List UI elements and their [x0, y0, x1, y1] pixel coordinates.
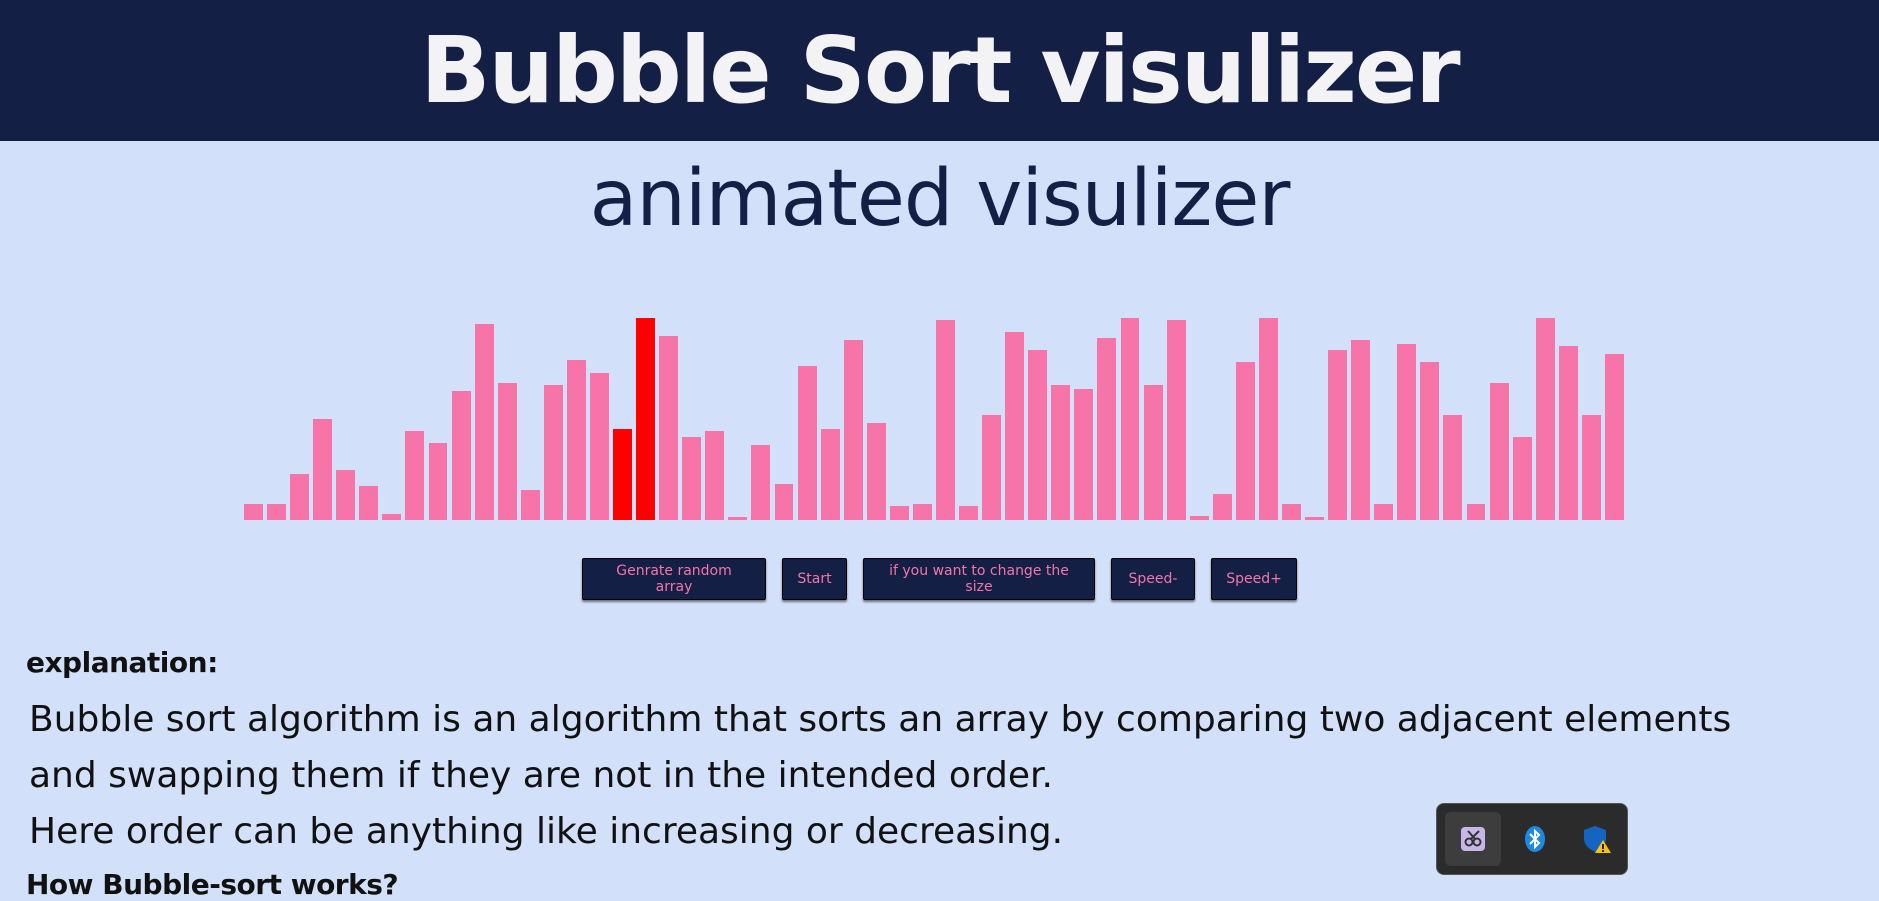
- page-subtitle: animated visulizer: [589, 154, 1291, 244]
- array-bar: [1282, 503, 1301, 520]
- array-bar: [313, 419, 333, 520]
- array-bar: [1005, 332, 1025, 520]
- array-bar: [267, 503, 286, 520]
- array-bar: [336, 469, 356, 520]
- array-bar: [728, 517, 748, 520]
- array-bar: [1535, 318, 1555, 520]
- array-bar: [1097, 338, 1117, 520]
- array-bar: [613, 429, 632, 520]
- array-bar: [244, 503, 263, 520]
- array-bar: [936, 320, 955, 520]
- array-bar: [982, 414, 1002, 520]
- array-bar: [751, 445, 771, 520]
- array-bar: [1074, 388, 1094, 520]
- array-bar: [474, 324, 494, 520]
- speed-down-button[interactable]: Speed-: [1111, 558, 1195, 600]
- bluetooth-icon[interactable]: [1507, 812, 1563, 866]
- explanation-line-2: and swapping them if they are not in the…: [29, 755, 1053, 796]
- explanation-heading: explanation:: [26, 646, 218, 679]
- array-bar: [1374, 503, 1394, 520]
- array-bar: [866, 423, 886, 520]
- array-bar: [451, 390, 471, 520]
- change-size-button[interactable]: if you want to change the size: [863, 558, 1095, 600]
- array-bar: [359, 485, 379, 520]
- explanation-line-1: Bubble sort algorithm is an algorithm th…: [29, 699, 1732, 740]
- array-bar: [382, 513, 402, 520]
- array-bar: [1143, 384, 1163, 520]
- array-bar: [1328, 350, 1348, 520]
- array-bar: [1120, 318, 1140, 520]
- array-bar: [1512, 437, 1532, 520]
- generate-random-array-button[interactable]: Genrate random array: [582, 558, 766, 600]
- array-bar: [843, 340, 863, 520]
- array-bar: [1420, 362, 1440, 520]
- array-bar: [1258, 318, 1278, 520]
- explanation-line-3: Here order can be anything like increasi…: [29, 811, 1064, 852]
- array-bar: [705, 431, 725, 520]
- explanation-text: Bubble sort algorithm is an algorithm th…: [29, 692, 1869, 860]
- array-bar: [290, 473, 310, 520]
- bar-visualizer: [244, 310, 1628, 520]
- array-bar: [889, 505, 909, 520]
- array-bar: [543, 384, 563, 520]
- array-bar: [659, 336, 679, 520]
- array-bar: [1558, 346, 1578, 520]
- array-bar: [1443, 414, 1463, 520]
- system-tray-popup: [1436, 803, 1628, 875]
- array-bar: [566, 360, 586, 520]
- array-bar: [1604, 354, 1624, 520]
- array-bar: [912, 503, 932, 520]
- array-bar: [1581, 414, 1601, 520]
- controls-bar: Genrate random array Start if you want t…: [0, 558, 1879, 600]
- array-bar: [682, 437, 702, 520]
- start-button[interactable]: Start: [782, 558, 847, 600]
- array-bar: [1466, 503, 1486, 520]
- page-title: Bubble Sort visulizer: [420, 16, 1460, 124]
- array-bar: [590, 372, 609, 520]
- array-bar: [1051, 384, 1071, 520]
- app-header: Bubble Sort visulizer: [0, 0, 1879, 141]
- array-bar: [520, 489, 540, 520]
- array-bar: [1189, 515, 1209, 520]
- array-bar: [1305, 517, 1324, 520]
- array-bar: [774, 483, 794, 520]
- speed-up-button[interactable]: Speed+: [1211, 558, 1297, 600]
- array-bar: [820, 429, 840, 520]
- array-bar: [1212, 493, 1232, 520]
- array-bar: [959, 505, 978, 520]
- array-bar: [797, 366, 817, 520]
- how-it-works-heading: How Bubble-sort works?: [26, 868, 399, 901]
- array-bar: [1028, 350, 1048, 520]
- array-bar: [1489, 382, 1509, 520]
- array-bar: [1351, 340, 1371, 520]
- array-bar: [428, 443, 448, 520]
- array-bar: [636, 318, 656, 520]
- array-bar: [405, 431, 425, 520]
- snipping-tool-icon[interactable]: [1445, 812, 1501, 866]
- array-bar: [1235, 362, 1255, 520]
- array-bar: [1166, 320, 1186, 520]
- defender-warning-icon[interactable]: [1569, 812, 1625, 866]
- array-bar: [1397, 344, 1417, 520]
- array-bar: [497, 382, 517, 520]
